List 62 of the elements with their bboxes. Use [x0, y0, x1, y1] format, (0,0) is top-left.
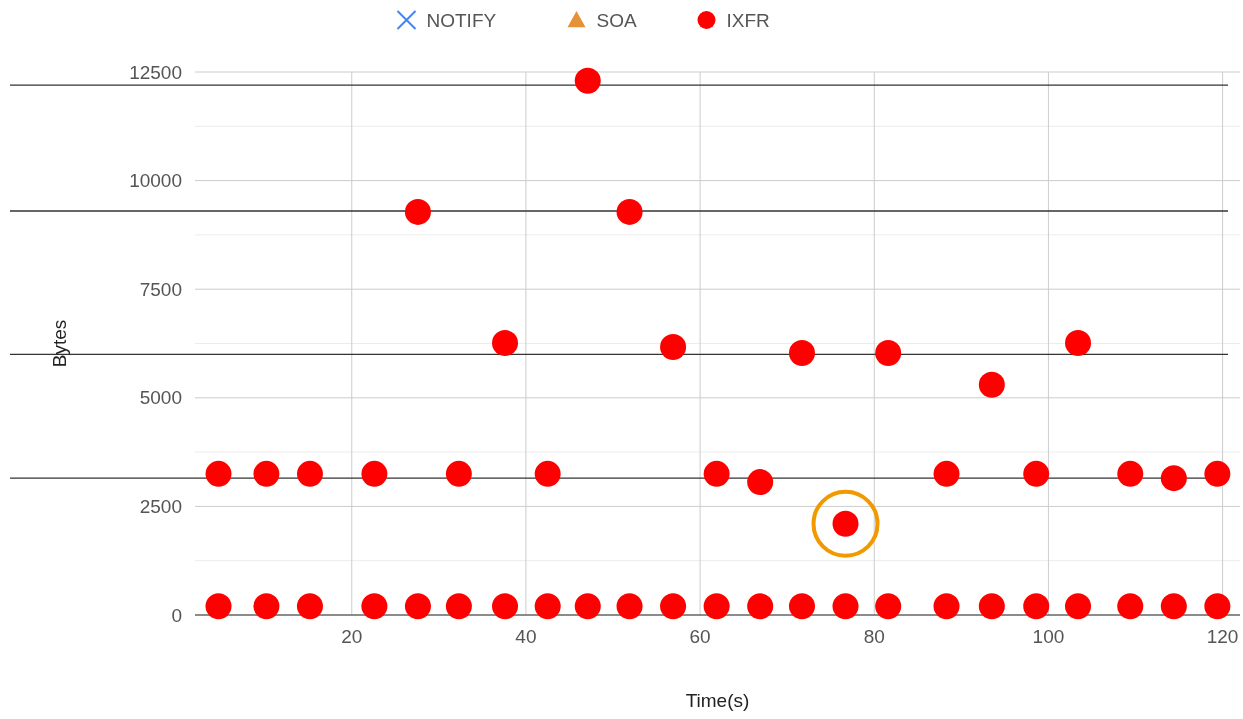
point: [1023, 593, 1050, 620]
point: [660, 333, 687, 360]
point: [832, 593, 859, 620]
point: [296, 593, 323, 620]
point: [747, 593, 774, 620]
x-tick-label: 20: [341, 626, 363, 647]
point: [978, 371, 1005, 398]
point: [616, 593, 643, 620]
point: [205, 593, 232, 620]
point: [574, 67, 601, 94]
x-tick-label: 100: [1032, 626, 1065, 647]
point: [296, 460, 323, 487]
x-tick-label: 80: [863, 626, 885, 647]
y-tick-label: 7500: [139, 278, 182, 300]
point: [788, 593, 815, 620]
point: [404, 593, 431, 620]
point: [875, 593, 902, 620]
point: [1160, 593, 1187, 620]
legend-label: IXFR: [726, 9, 770, 31]
point: [492, 330, 519, 357]
point: [1065, 330, 1092, 357]
y-axis-title: Bytes: [49, 319, 70, 368]
point: [205, 460, 232, 487]
point: [660, 593, 687, 620]
point: [534, 593, 561, 620]
point: [1204, 460, 1231, 487]
x-tick-label: 40: [515, 626, 537, 647]
point: [1117, 593, 1144, 620]
point: [747, 469, 774, 496]
x-tick-label: 60: [689, 626, 711, 647]
point: [492, 593, 519, 620]
x-tick-label: 120: [1206, 626, 1239, 647]
point: [1160, 465, 1187, 492]
point: [361, 460, 388, 487]
point: [788, 340, 815, 367]
point: [1023, 460, 1050, 487]
point: [361, 593, 388, 620]
point: [1204, 593, 1231, 620]
point: [1117, 460, 1144, 487]
point: [616, 198, 643, 225]
point: [445, 460, 472, 487]
point: [978, 593, 1005, 620]
y-tick-label: 5000: [139, 387, 182, 409]
point: [933, 460, 960, 487]
point: [933, 593, 960, 620]
y-tick-label: 12500: [129, 61, 182, 83]
point: [404, 198, 431, 225]
y-tick-label: 0: [171, 604, 182, 626]
point: [253, 460, 280, 487]
point: [875, 340, 902, 367]
point: [703, 460, 730, 487]
y-tick-label: 10000: [129, 170, 182, 192]
point: [574, 593, 601, 620]
point: [253, 593, 280, 620]
y-tick-label: 2500: [139, 496, 182, 518]
legend-label: NOTIFY: [426, 9, 497, 31]
point: [1065, 593, 1092, 620]
point: [703, 593, 730, 620]
point: [534, 460, 561, 487]
x-axis-title: Time(s): [685, 690, 750, 711]
point: [445, 593, 472, 620]
legend-label: SOA: [596, 9, 637, 31]
